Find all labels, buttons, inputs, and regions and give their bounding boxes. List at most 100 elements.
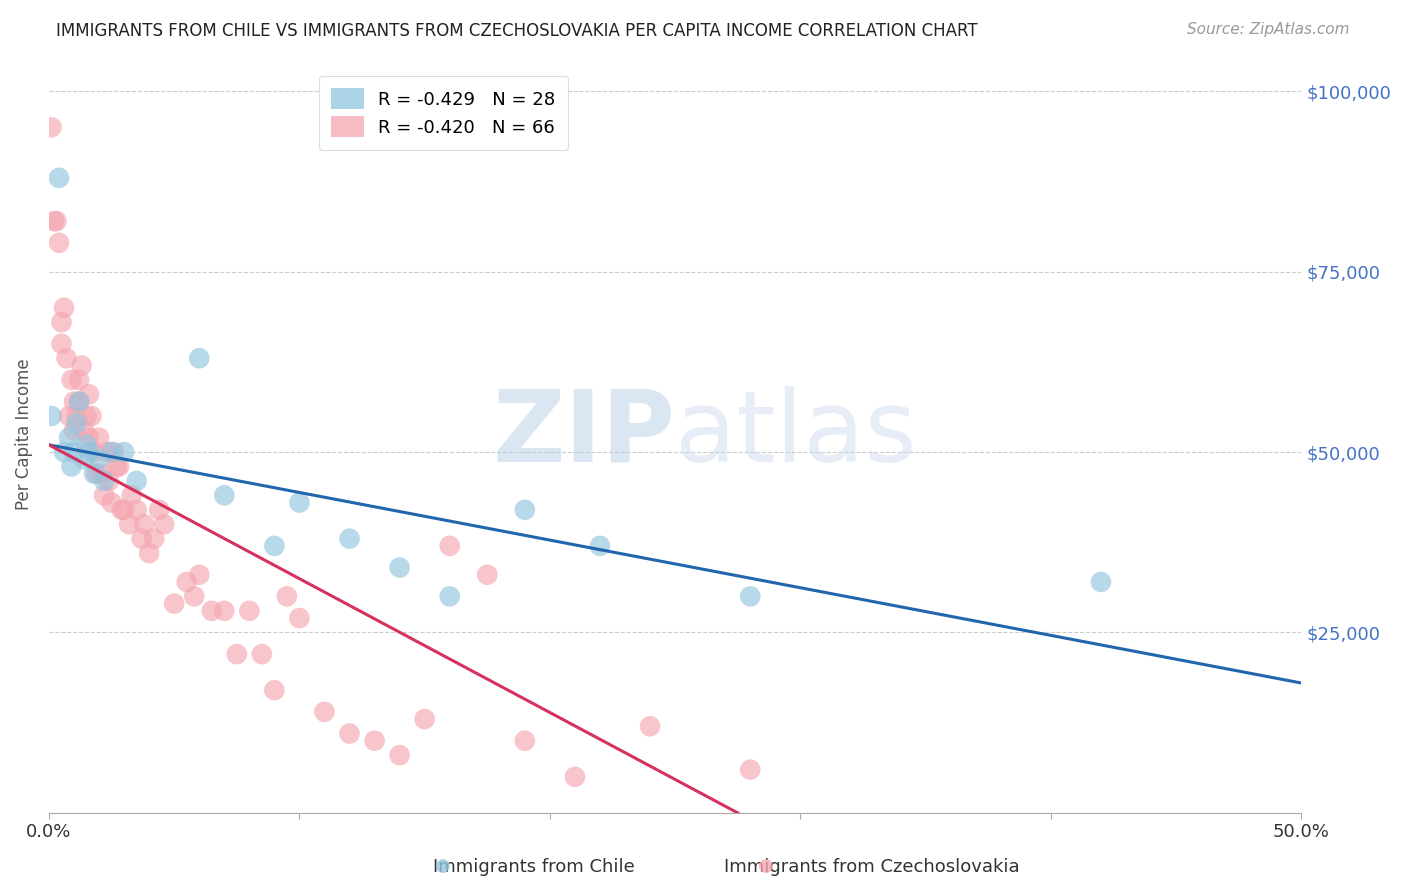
- Point: [103, 445, 125, 459]
- Point: [238, 604, 260, 618]
- Point: [45, 214, 67, 228]
- Point: [63, 445, 86, 459]
- Point: [363, 733, 385, 747]
- Point: [314, 705, 336, 719]
- Point: [125, 503, 148, 517]
- Text: ZIP: ZIP: [492, 385, 675, 483]
- Point: [263, 539, 285, 553]
- Point: [121, 488, 143, 502]
- Point: [1090, 574, 1112, 589]
- Point: [589, 539, 612, 553]
- Point: [100, 445, 122, 459]
- Point: [53, 301, 76, 315]
- Point: [118, 517, 141, 532]
- Point: [439, 539, 461, 553]
- Point: [100, 495, 122, 509]
- Text: Source: ZipAtlas.com: Source: ZipAtlas.com: [1187, 22, 1350, 37]
- Point: [263, 683, 285, 698]
- Point: [67, 373, 90, 387]
- Point: [339, 532, 361, 546]
- Point: [477, 567, 499, 582]
- Point: [112, 445, 135, 459]
- Point: [183, 590, 205, 604]
- Point: [41, 409, 63, 423]
- Point: [77, 387, 100, 401]
- Point: [96, 445, 118, 459]
- Point: [98, 474, 121, 488]
- Point: [73, 452, 96, 467]
- Point: [63, 424, 86, 438]
- Point: [740, 590, 762, 604]
- Point: [388, 560, 411, 574]
- Point: [83, 445, 105, 459]
- Text: ●: ●: [758, 856, 775, 874]
- Text: Immigrants from Czechoslovakia: Immigrants from Czechoslovakia: [724, 858, 1019, 876]
- Point: [51, 336, 73, 351]
- Point: [250, 647, 273, 661]
- Point: [134, 517, 156, 532]
- Point: [65, 416, 87, 430]
- Point: [65, 409, 87, 423]
- Point: [76, 438, 98, 452]
- Point: [41, 120, 63, 135]
- Point: [513, 503, 536, 517]
- Point: [110, 503, 132, 517]
- Text: ●: ●: [434, 856, 451, 874]
- Point: [276, 590, 298, 604]
- Point: [214, 488, 236, 502]
- Point: [339, 726, 361, 740]
- Point: [77, 431, 100, 445]
- Point: [77, 445, 100, 459]
- Point: [83, 467, 105, 481]
- Point: [63, 394, 86, 409]
- Point: [176, 574, 198, 589]
- Point: [90, 467, 112, 481]
- Point: [564, 770, 586, 784]
- Point: [55, 351, 77, 366]
- Point: [108, 459, 131, 474]
- Point: [214, 604, 236, 618]
- Point: [93, 488, 115, 502]
- Legend: R = -0.429   N = 28, R = -0.420   N = 66: R = -0.429 N = 28, R = -0.420 N = 66: [319, 76, 568, 150]
- Point: [87, 452, 110, 467]
- Point: [513, 733, 536, 747]
- Point: [76, 409, 98, 423]
- Text: atlas: atlas: [675, 385, 917, 483]
- Point: [439, 590, 461, 604]
- Point: [60, 373, 83, 387]
- Point: [638, 719, 661, 733]
- Point: [388, 748, 411, 763]
- Point: [163, 597, 186, 611]
- Point: [188, 567, 211, 582]
- Point: [288, 495, 311, 509]
- Point: [80, 409, 103, 423]
- Point: [138, 546, 160, 560]
- Point: [413, 712, 436, 726]
- Point: [112, 503, 135, 517]
- Point: [48, 235, 70, 250]
- Point: [288, 611, 311, 625]
- Text: Immigrants from Chile: Immigrants from Chile: [433, 858, 636, 876]
- Point: [58, 409, 80, 423]
- Point: [225, 647, 247, 661]
- Point: [67, 394, 90, 409]
- Point: [48, 170, 70, 185]
- Point: [740, 763, 762, 777]
- Point: [188, 351, 211, 366]
- Point: [70, 359, 93, 373]
- Point: [148, 503, 170, 517]
- Point: [58, 431, 80, 445]
- Point: [143, 532, 166, 546]
- Point: [201, 604, 224, 618]
- Point: [125, 474, 148, 488]
- Point: [67, 394, 90, 409]
- Point: [93, 474, 115, 488]
- Point: [60, 459, 83, 474]
- Point: [73, 424, 96, 438]
- Point: [87, 431, 110, 445]
- Y-axis label: Per Capita Income: Per Capita Income: [15, 359, 32, 510]
- Point: [131, 532, 153, 546]
- Text: IMMIGRANTS FROM CHILE VS IMMIGRANTS FROM CZECHOSLOVAKIA PER CAPITA INCOME CORREL: IMMIGRANTS FROM CHILE VS IMMIGRANTS FROM…: [56, 22, 977, 40]
- Point: [53, 445, 76, 459]
- Point: [51, 315, 73, 329]
